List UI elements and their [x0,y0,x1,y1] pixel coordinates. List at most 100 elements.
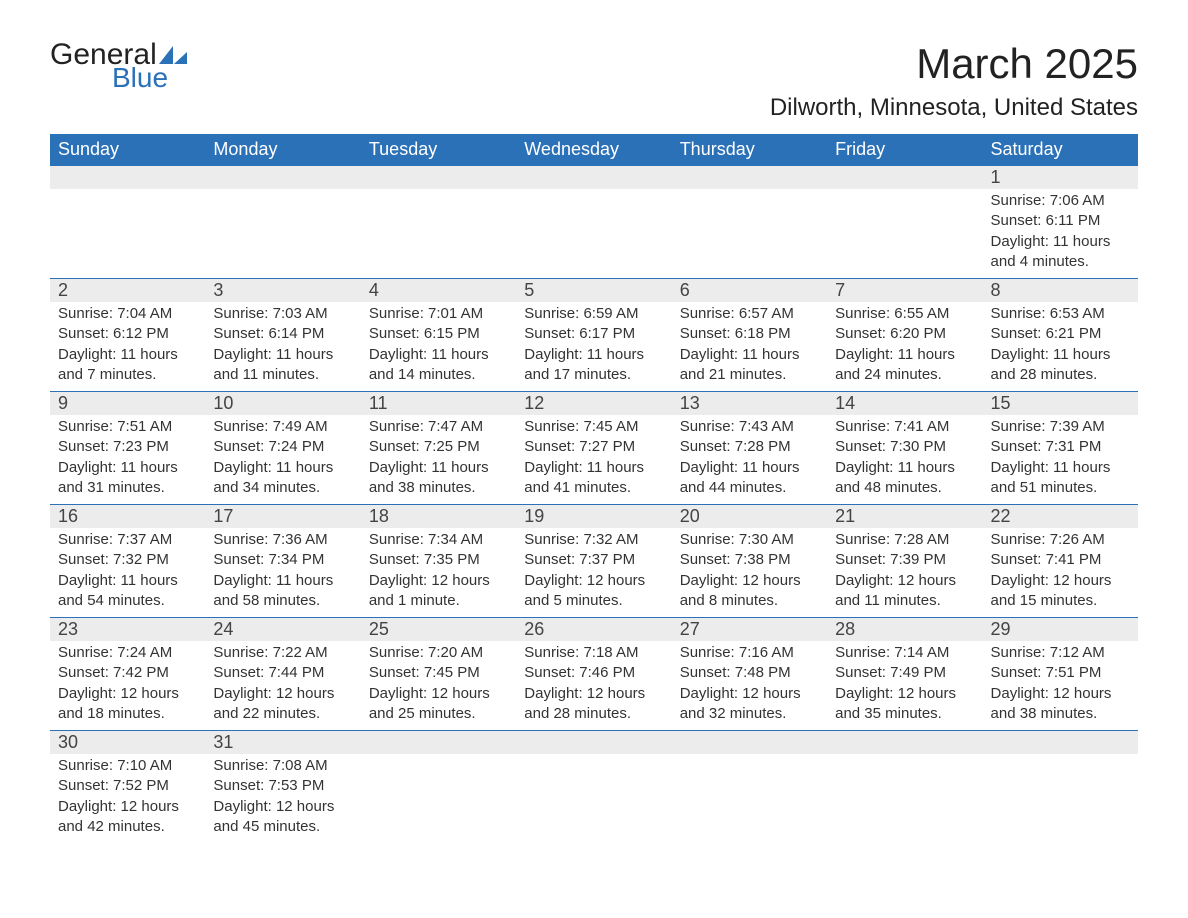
day-detail-cell: Sunrise: 7:03 AMSunset: 6:14 PMDaylight:… [205,302,360,392]
sunrise-line: Sunrise: 7:01 AM [369,304,508,324]
sunrise-line: Sunrise: 7:26 AM [991,530,1130,550]
sunrise-line: Sunrise: 6:53 AM [991,304,1130,324]
day-number-cell [827,731,982,755]
sunrise-line: Sunrise: 7:41 AM [835,417,974,437]
day-detail-row: Sunrise: 7:10 AMSunset: 7:52 PMDaylight:… [50,754,1138,843]
daylight-line: Daylight: 11 hours and 24 minutes. [835,345,974,386]
weekday-header: Friday [827,134,982,166]
day-number-cell: 31 [205,731,360,755]
title-block: March 2025 Dilworth, Minnesota, United S… [770,40,1138,122]
day-number-cell: 6 [672,279,827,303]
weekday-header: Wednesday [516,134,671,166]
day-number-cell: 9 [50,392,205,416]
weekday-header: Saturday [983,134,1138,166]
day-detail-cell: Sunrise: 6:55 AMSunset: 6:20 PMDaylight:… [827,302,982,392]
day-detail-cell: Sunrise: 7:49 AMSunset: 7:24 PMDaylight:… [205,415,360,505]
day-detail-cell: Sunrise: 7:06 AMSunset: 6:11 PMDaylight:… [983,189,1138,279]
sunset-line: Sunset: 6:15 PM [369,324,508,344]
day-number-cell [516,166,671,190]
sunset-line: Sunset: 6:18 PM [680,324,819,344]
sunset-line: Sunset: 7:45 PM [369,663,508,683]
sunset-line: Sunset: 6:21 PM [991,324,1130,344]
sunrise-line: Sunrise: 7:16 AM [680,643,819,663]
day-detail-cell: Sunrise: 7:39 AMSunset: 7:31 PMDaylight:… [983,415,1138,505]
day-number-cell [361,166,516,190]
daylight-line: Daylight: 12 hours and 45 minutes. [213,797,352,838]
day-number-cell [50,166,205,190]
sunrise-line: Sunrise: 7:18 AM [524,643,663,663]
daylight-line: Daylight: 12 hours and 28 minutes. [524,684,663,725]
sunset-line: Sunset: 7:31 PM [991,437,1130,457]
calendar-body: 1Sunrise: 7:06 AMSunset: 6:11 PMDaylight… [50,166,1138,844]
sunrise-line: Sunrise: 7:34 AM [369,530,508,550]
day-number-cell: 15 [983,392,1138,416]
sunrise-line: Sunrise: 7:03 AM [213,304,352,324]
day-detail-cell: Sunrise: 7:10 AMSunset: 7:52 PMDaylight:… [50,754,205,843]
day-number-cell: 4 [361,279,516,303]
sunrise-line: Sunrise: 7:28 AM [835,530,974,550]
day-detail-cell: Sunrise: 7:18 AMSunset: 7:46 PMDaylight:… [516,641,671,731]
day-number-cell: 8 [983,279,1138,303]
sunset-line: Sunset: 7:46 PM [524,663,663,683]
day-number-cell [361,731,516,755]
daylight-line: Daylight: 12 hours and 8 minutes. [680,571,819,612]
sunset-line: Sunset: 7:23 PM [58,437,197,457]
day-detail-cell: Sunrise: 7:26 AMSunset: 7:41 PMDaylight:… [983,528,1138,618]
daylight-line: Daylight: 11 hours and 41 minutes. [524,458,663,499]
day-detail-cell: Sunrise: 7:51 AMSunset: 7:23 PMDaylight:… [50,415,205,505]
weekday-header: Monday [205,134,360,166]
day-detail-cell: Sunrise: 7:36 AMSunset: 7:34 PMDaylight:… [205,528,360,618]
sunset-line: Sunset: 6:17 PM [524,324,663,344]
day-detail-cell: Sunrise: 6:59 AMSunset: 6:17 PMDaylight:… [516,302,671,392]
day-number-cell: 18 [361,505,516,529]
day-number-cell: 14 [827,392,982,416]
sunset-line: Sunset: 7:28 PM [680,437,819,457]
day-detail-cell: Sunrise: 7:30 AMSunset: 7:38 PMDaylight:… [672,528,827,618]
daylight-line: Daylight: 11 hours and 17 minutes. [524,345,663,386]
sunset-line: Sunset: 7:37 PM [524,550,663,570]
weekday-header: Tuesday [361,134,516,166]
day-number-row: 1 [50,166,1138,190]
sunset-line: Sunset: 6:20 PM [835,324,974,344]
daylight-line: Daylight: 11 hours and 14 minutes. [369,345,508,386]
day-detail-cell: Sunrise: 7:14 AMSunset: 7:49 PMDaylight:… [827,641,982,731]
day-detail-cell [361,754,516,843]
day-number-row: 16171819202122 [50,505,1138,529]
sunrise-line: Sunrise: 7:47 AM [369,417,508,437]
sunset-line: Sunset: 7:51 PM [991,663,1130,683]
day-number-cell: 24 [205,618,360,642]
daylight-line: Daylight: 12 hours and 25 minutes. [369,684,508,725]
daylight-line: Daylight: 11 hours and 11 minutes. [213,345,352,386]
calendar-table: Sunday Monday Tuesday Wednesday Thursday… [50,134,1138,843]
daylight-line: Daylight: 12 hours and 35 minutes. [835,684,974,725]
daylight-line: Daylight: 11 hours and 38 minutes. [369,458,508,499]
day-detail-cell: Sunrise: 7:45 AMSunset: 7:27 PMDaylight:… [516,415,671,505]
month-title: March 2025 [770,40,1138,88]
day-number-cell: 5 [516,279,671,303]
day-number-cell: 29 [983,618,1138,642]
day-number-cell: 22 [983,505,1138,529]
sunrise-line: Sunrise: 7:12 AM [991,643,1130,663]
day-detail-cell [50,189,205,279]
sunset-line: Sunset: 7:42 PM [58,663,197,683]
day-number-cell: 13 [672,392,827,416]
day-detail-row: Sunrise: 7:51 AMSunset: 7:23 PMDaylight:… [50,415,1138,505]
sunset-line: Sunset: 7:44 PM [213,663,352,683]
day-number-cell: 1 [983,166,1138,190]
sunrise-line: Sunrise: 7:49 AM [213,417,352,437]
sunrise-line: Sunrise: 7:08 AM [213,756,352,776]
daylight-line: Daylight: 12 hours and 38 minutes. [991,684,1130,725]
sunrise-line: Sunrise: 7:36 AM [213,530,352,550]
sunrise-line: Sunrise: 7:10 AM [58,756,197,776]
day-detail-cell [827,754,982,843]
day-number-cell: 11 [361,392,516,416]
day-number-row: 2345678 [50,279,1138,303]
daylight-line: Daylight: 12 hours and 15 minutes. [991,571,1130,612]
daylight-line: Daylight: 12 hours and 42 minutes. [58,797,197,838]
weekday-header: Thursday [672,134,827,166]
day-number-cell: 16 [50,505,205,529]
sunrise-line: Sunrise: 7:43 AM [680,417,819,437]
sunset-line: Sunset: 7:35 PM [369,550,508,570]
sunrise-line: Sunrise: 7:30 AM [680,530,819,550]
day-detail-cell: Sunrise: 7:16 AMSunset: 7:48 PMDaylight:… [672,641,827,731]
